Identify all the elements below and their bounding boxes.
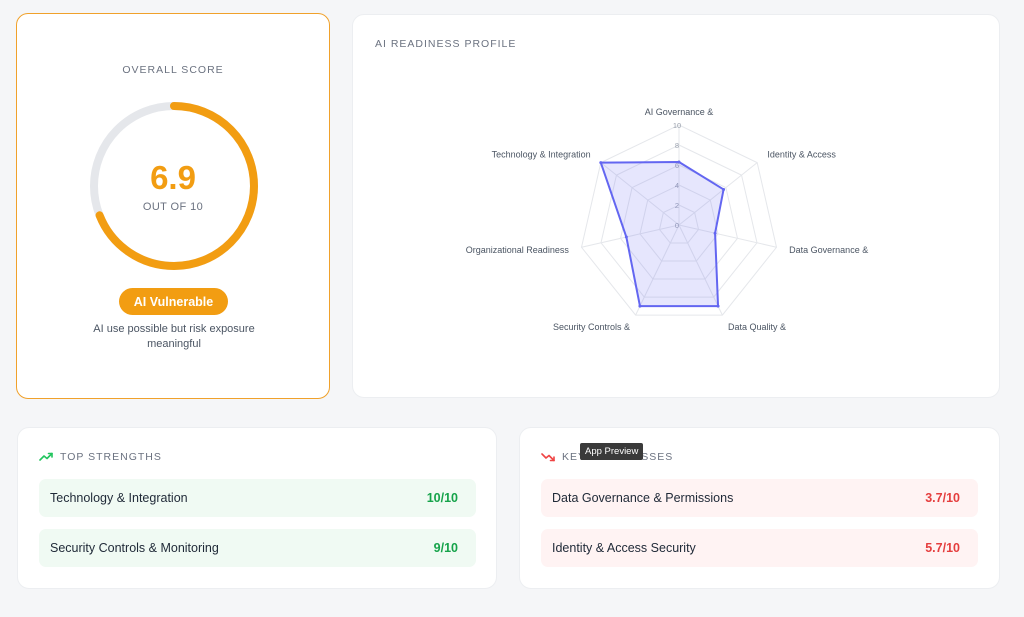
radar-axis-label: Identity & Access — [767, 150, 836, 160]
radar-grid-ring — [639, 184, 719, 262]
radar-chart: 0 2 4 6 8 10 AI Governance & Identity & Access D… — [466, 107, 868, 332]
strength-value: 9/10 — [433, 541, 458, 555]
overall-score-title: OVERALL SCORE — [122, 64, 224, 76]
score-description: AI use possible but risk exposure meanin… — [93, 323, 255, 350]
radar-spoke — [678, 224, 723, 316]
radar-tick-label: 8 — [675, 141, 679, 150]
radar-spoke — [678, 162, 758, 226]
strength-label: Technology & Integration — [50, 491, 188, 505]
readiness-profile-title: AI READINESS PROFILE — [375, 38, 517, 50]
radar-tick-label: 10 — [673, 121, 681, 130]
radar-data-point — [677, 160, 681, 164]
radar-axis-label: Technology & Integration — [492, 150, 591, 160]
top-strengths-card: TOP STRENGTHS Technology & Integration 1… — [17, 427, 497, 589]
score-out-of: OUT OF 10 — [142, 201, 204, 213]
radar-grid-ring — [580, 124, 778, 316]
strength-value: 10/10 — [426, 491, 458, 505]
radar-data-point — [716, 304, 720, 308]
readiness-profile-card: AI READINESS PROFILE 0 2 4 6 8 10 AI Governanc… — [352, 14, 1000, 398]
radar-data-point — [713, 231, 717, 235]
radar-series-area — [599, 161, 725, 308]
weakness-value: 3.7/10 — [925, 491, 960, 505]
radar-axis-label: Security Controls & — [553, 322, 630, 332]
radar-tick-label: 0 — [675, 221, 679, 230]
radar-axis-label: Organizational Readiness — [466, 245, 570, 255]
radar-tick-label: 4 — [675, 181, 679, 190]
radar-data-point — [638, 304, 642, 308]
radar-spoke — [600, 162, 680, 226]
radar-axis-label: Data Quality & — [728, 322, 786, 332]
strength-label: Security Controls & Monitoring — [50, 541, 219, 555]
status-badge: AI Vulnerable — [119, 288, 228, 315]
gauge-progress — [90, 102, 258, 270]
radar-data-point — [599, 161, 603, 165]
score-gauge — [90, 102, 258, 270]
radar-grid-ring — [600, 144, 758, 298]
weakness-row: Identity & Access Security 5.7/10 — [541, 529, 978, 567]
radar-data-point — [624, 235, 628, 239]
strength-row: Security Controls & Monitoring 9/10 — [39, 529, 476, 567]
radar-axis-label: Data Governance & — [789, 245, 868, 255]
radar-axis-label: AI Governance & — [645, 107, 714, 117]
radar-spoke — [635, 224, 680, 316]
top-strengths-title: TOP STRENGTHS — [60, 451, 162, 463]
weakness-label: Data Governance & Permissions — [552, 491, 734, 505]
app-preview-tooltip: App Preview — [580, 443, 644, 460]
weakness-label: Identity & Access Security — [552, 541, 696, 555]
radar-spoke — [678, 224, 777, 248]
radar-grid-ring — [658, 204, 700, 244]
top-strengths-header: TOP STRENGTHS — [39, 451, 162, 463]
radar-tick-label: 6 — [675, 161, 679, 170]
radar-tick-label: 2 — [675, 201, 679, 210]
radar-grid-ring — [619, 164, 739, 280]
weakness-value: 5.7/10 — [925, 541, 960, 555]
radar-data-point — [722, 187, 726, 191]
weakness-row: Data Governance & Permissions 3.7/10 — [541, 479, 978, 517]
score-value: 6.9 — [150, 159, 196, 196]
strength-row: Technology & Integration 10/10 — [39, 479, 476, 517]
trending-down-icon — [541, 453, 555, 462]
overall-score-card: OVERALL SCORE 6.9 OUT OF 10 AI Vulnerabl… — [16, 13, 330, 399]
trending-up-icon — [39, 452, 53, 461]
radar-spoke — [581, 224, 680, 248]
